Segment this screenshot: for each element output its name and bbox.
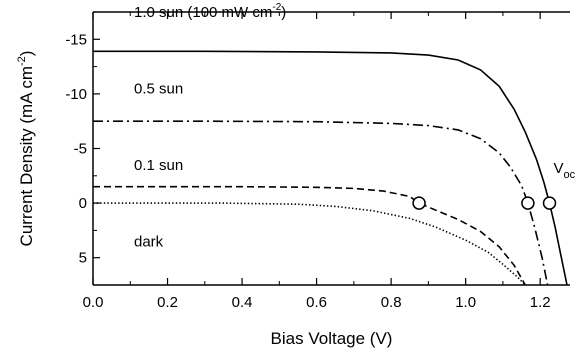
x-axis-ticks: 0.0 0.2 0.4 0.6 0.8 1.0 1.2 [83, 12, 551, 311]
voc-label-text: V [554, 160, 564, 177]
series-label-close: ) [281, 4, 286, 21]
x-tick-label: 1.0 [455, 294, 476, 311]
x-tick-label: 1.2 [530, 294, 551, 311]
x-tick-label: 0.4 [232, 294, 253, 311]
series-label-text: 0.1 sun [134, 157, 183, 174]
y-tick-label: 0 [79, 195, 87, 212]
y-axis-title-main: Current Density (mA cm [17, 66, 36, 246]
voc-marker-1 [521, 196, 535, 210]
voc-markers [412, 196, 557, 210]
series-label-text: 1.0 sun (100 mW cm [134, 4, 272, 21]
x-tick-label: 0.0 [83, 294, 104, 311]
annotations: Voc [554, 160, 576, 181]
y-axis-title-close: ) [17, 51, 36, 57]
y-tick-label: -5 [74, 141, 87, 158]
voc-marker-2 [542, 196, 557, 210]
series-label-0: 1.0 sun (100 mW cm-2) [134, 2, 286, 21]
x-tick-label: 0.8 [381, 294, 402, 311]
y-tick-label: 5 [79, 250, 87, 267]
series-label-text: 0.5 sun [134, 80, 183, 97]
series-line-2 [93, 185, 526, 286]
series-line-1 [93, 120, 549, 286]
series-line-3 [93, 202, 526, 286]
series-label-3: dark [134, 233, 164, 250]
x-tick-label: 0.6 [306, 294, 327, 311]
series-label-1: 0.5 sun [134, 80, 183, 97]
series-label-sup: -2 [272, 2, 281, 13]
series-labels: 1.0 sun (100 mW cm-2) 0.5 sun 0.1 sun dark [134, 2, 286, 250]
plot-frame [92, 11, 570, 286]
series-label-text: dark [134, 233, 164, 250]
series-label-2: 0.1 sun [134, 157, 183, 174]
y-tick-label: -15 [65, 31, 87, 48]
x-tick-label: 0.2 [157, 294, 178, 311]
y-axis-title: Current Density (mA cm-2) [16, 51, 36, 247]
y-tick-label: -10 [65, 86, 87, 103]
voc-marker-0 [412, 196, 426, 210]
voc-label: Voc [554, 160, 576, 181]
y-axis-title-sup: -2 [16, 56, 28, 66]
y-axis-ticks: -15 -10 -5 0 5 [65, 11, 100, 286]
series-line-0 [93, 50, 568, 286]
x-axis-title: Bias Voltage (V) [271, 329, 393, 348]
voc-label-sub: oc [564, 169, 576, 181]
plot-lines [93, 50, 568, 286]
